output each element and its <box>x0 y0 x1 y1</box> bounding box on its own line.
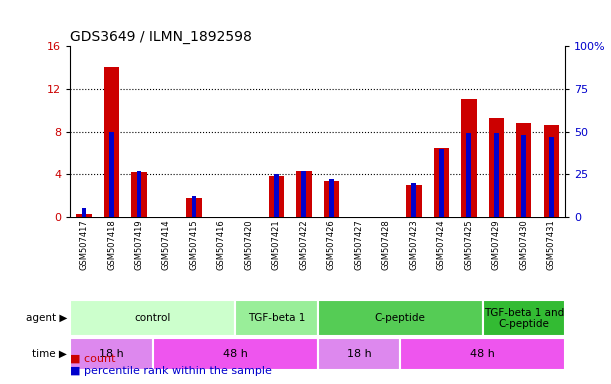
Text: GSM507421: GSM507421 <box>272 219 281 270</box>
Bar <box>70 338 153 370</box>
Bar <box>516 123 532 217</box>
Text: GSM507429: GSM507429 <box>492 219 501 270</box>
Text: GSM507424: GSM507424 <box>437 219 446 270</box>
Bar <box>318 300 483 336</box>
Text: GSM507417: GSM507417 <box>79 219 89 270</box>
Bar <box>153 338 318 370</box>
Bar <box>411 183 417 217</box>
Bar <box>489 118 504 217</box>
Bar <box>494 133 499 217</box>
Text: TGF-beta 1: TGF-beta 1 <box>248 313 305 323</box>
Bar <box>76 214 92 217</box>
Text: GSM507426: GSM507426 <box>327 219 336 270</box>
Bar <box>483 300 565 336</box>
Text: GSM507422: GSM507422 <box>299 219 309 270</box>
Text: GSM507425: GSM507425 <box>464 219 474 270</box>
Bar <box>439 149 444 217</box>
Bar <box>434 147 449 217</box>
Text: 48 h: 48 h <box>223 349 247 359</box>
Text: GDS3649 / ILMN_1892598: GDS3649 / ILMN_1892598 <box>70 30 252 44</box>
Bar <box>136 171 142 217</box>
Bar <box>235 300 318 336</box>
Text: GSM507420: GSM507420 <box>244 219 254 270</box>
Text: GSM507423: GSM507423 <box>409 219 419 270</box>
Text: TGF-beta 1 and
C-peptide: TGF-beta 1 and C-peptide <box>484 308 564 329</box>
Bar <box>70 300 235 336</box>
Bar <box>544 125 559 217</box>
Bar <box>109 131 114 217</box>
Bar <box>466 133 472 217</box>
Bar <box>549 137 554 217</box>
Bar <box>400 338 565 370</box>
Text: GSM507427: GSM507427 <box>354 219 364 270</box>
Text: GSM507416: GSM507416 <box>217 219 226 270</box>
Text: GSM507418: GSM507418 <box>107 219 116 270</box>
Text: time ▶: time ▶ <box>32 349 67 359</box>
Bar <box>191 197 197 217</box>
Text: GSM507414: GSM507414 <box>162 219 171 270</box>
Bar <box>131 172 147 217</box>
Text: ■ percentile rank within the sample: ■ percentile rank within the sample <box>70 366 272 376</box>
Text: 18 h: 18 h <box>346 349 371 359</box>
Text: GSM507415: GSM507415 <box>189 219 199 270</box>
Bar <box>318 338 400 370</box>
Text: C-peptide: C-peptide <box>375 313 426 323</box>
Text: GSM507419: GSM507419 <box>134 219 144 270</box>
Bar <box>269 176 284 217</box>
Text: 48 h: 48 h <box>470 349 495 359</box>
Bar <box>461 99 477 217</box>
Bar <box>324 180 339 217</box>
Bar <box>406 185 422 217</box>
Bar <box>296 171 312 217</box>
Bar <box>274 174 279 217</box>
Bar <box>186 198 202 217</box>
Text: ■ count: ■ count <box>70 354 115 364</box>
Text: 18 h: 18 h <box>99 349 124 359</box>
Bar <box>301 171 307 217</box>
Bar <box>329 179 334 217</box>
Bar <box>104 68 119 217</box>
Bar <box>521 135 527 217</box>
Text: GSM507428: GSM507428 <box>382 219 391 270</box>
Text: agent ▶: agent ▶ <box>26 313 67 323</box>
Text: control: control <box>134 313 171 323</box>
Text: GSM507430: GSM507430 <box>519 219 529 270</box>
Bar <box>81 209 87 217</box>
Text: GSM507431: GSM507431 <box>547 219 556 270</box>
